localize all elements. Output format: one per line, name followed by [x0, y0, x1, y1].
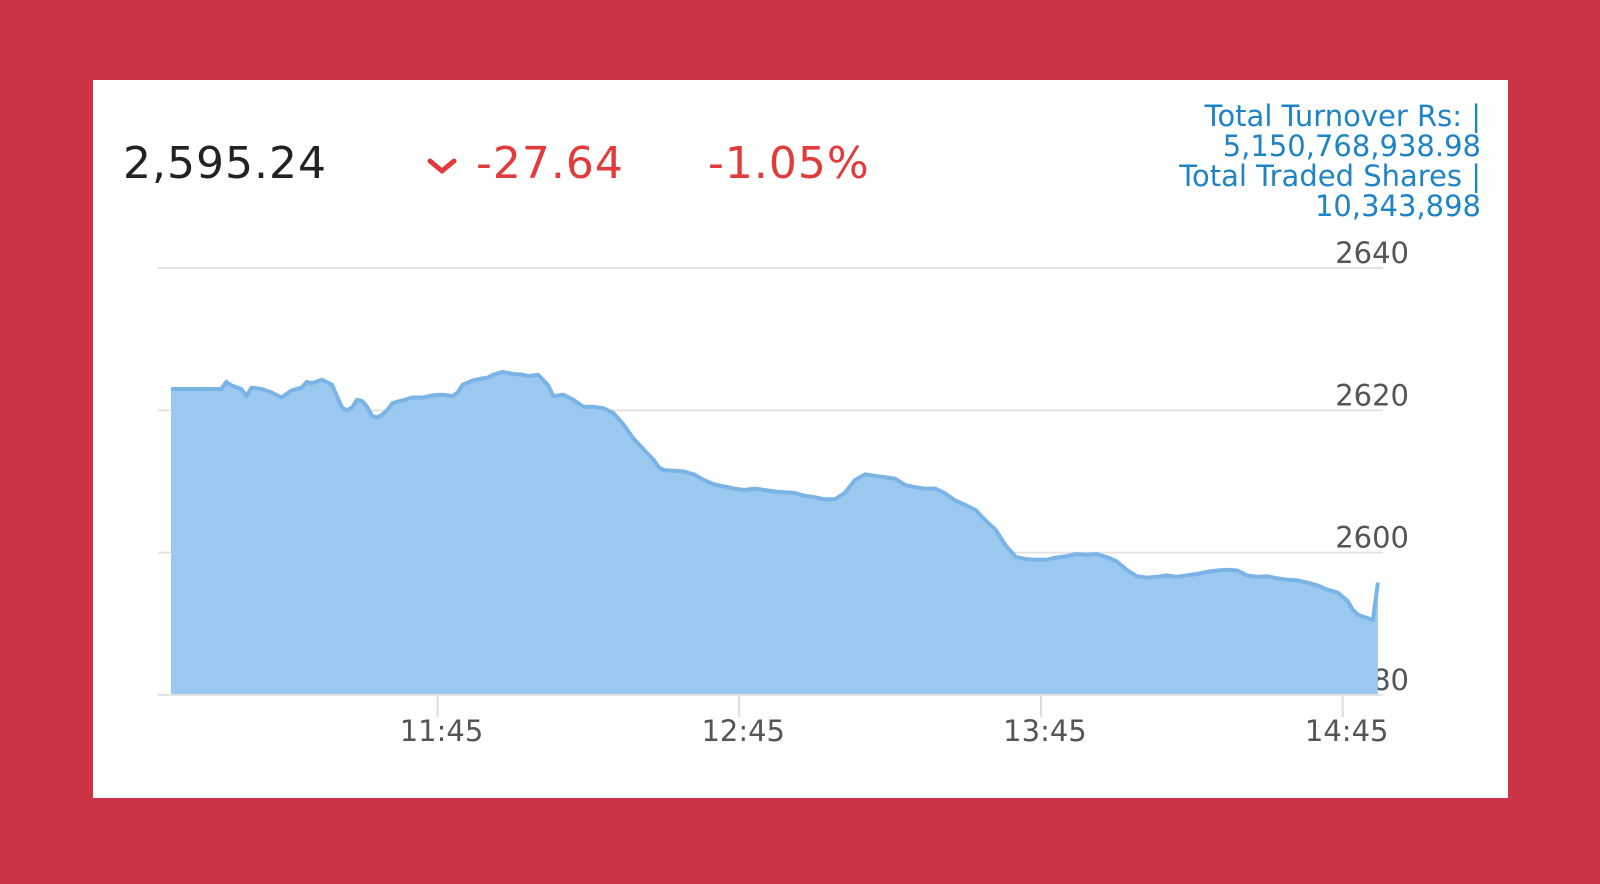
price-area	[171, 371, 1378, 695]
price-line	[171, 369, 1380, 623]
chart-card: 2,595.24 -27.64 -1.05% Total Turnover Rs…	[93, 80, 1508, 798]
turnover-value: 5,150,768,938.98	[1222, 129, 1481, 163]
y-tick-label: 2620	[1335, 378, 1409, 412]
traded-shares-label: Total Traded Shares |	[1179, 159, 1481, 193]
last-price: 2,595.24	[123, 138, 327, 189]
turnover-label: Total Turnover Rs: |	[1204, 99, 1481, 133]
x-tick-label: 13:45	[1003, 714, 1087, 748]
y-tick-label: 2600	[1335, 521, 1409, 555]
price-change-percent: -1.05%	[708, 138, 870, 189]
x-tick-label: 11:45	[400, 714, 484, 748]
chevron-down-icon	[427, 158, 457, 174]
x-tick-label: 12:45	[701, 714, 785, 748]
traded-shares-value: 10,343,898	[1314, 189, 1481, 223]
x-tick-label: 14:45	[1305, 714, 1389, 748]
y-tick-label: 2640	[1335, 236, 1409, 270]
price-change: -27.64	[476, 138, 624, 189]
